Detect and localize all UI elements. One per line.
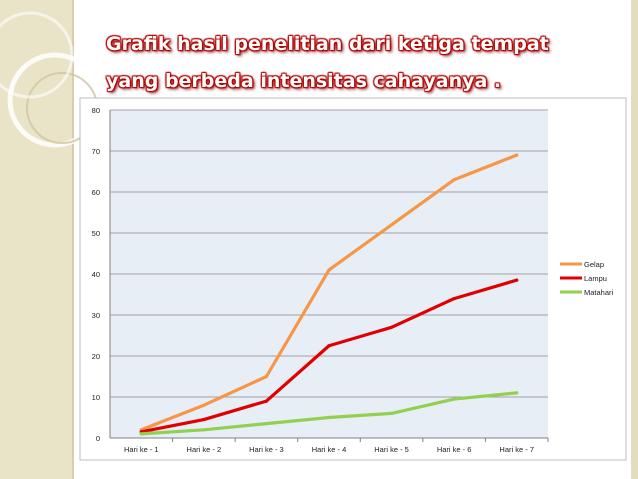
data-point-matahari-2 bbox=[202, 428, 206, 432]
data-point-matahari-6 bbox=[452, 397, 456, 401]
x-tick-label-4: Hari ke - 4 bbox=[312, 445, 347, 454]
legend-label-matahari: Matahari bbox=[584, 288, 614, 297]
band-divider bbox=[72, 0, 74, 479]
y-tick-label-50: 50 bbox=[92, 229, 100, 238]
x-tick-label-1: Hari ke - 1 bbox=[124, 445, 159, 454]
y-tick-label-80: 80 bbox=[92, 106, 100, 115]
x-tick-label-2: Hari ke - 2 bbox=[187, 445, 222, 454]
data-point-lampu-6 bbox=[452, 297, 456, 301]
y-tick-label-0: 0 bbox=[96, 434, 100, 443]
data-point-gelap-4 bbox=[327, 268, 331, 272]
data-point-matahari-1 bbox=[139, 432, 143, 436]
x-tick-label-6: Hari ke - 6 bbox=[437, 445, 472, 454]
data-point-matahari-5 bbox=[389, 411, 394, 415]
y-tick-label-30: 30 bbox=[92, 311, 100, 320]
legend-label-lampu: Lampu bbox=[584, 274, 607, 283]
data-point-matahari-3 bbox=[264, 422, 269, 426]
data-point-lampu-7 bbox=[515, 278, 519, 282]
y-tick-label-20: 20 bbox=[92, 352, 100, 361]
data-point-gelap-3 bbox=[264, 374, 269, 379]
legend-label-gelap: Gelap bbox=[584, 260, 604, 269]
x-tick-label-5: Hari ke - 5 bbox=[374, 445, 409, 454]
data-point-lampu-2 bbox=[202, 417, 206, 422]
data-point-gelap-5 bbox=[389, 223, 394, 227]
right-decorative-band bbox=[631, 0, 638, 479]
data-point-gelap-6 bbox=[452, 178, 456, 182]
data-point-gelap-7 bbox=[515, 153, 519, 157]
data-point-lampu-5 bbox=[389, 325, 394, 329]
x-tick-label-7: Hari ke - 7 bbox=[499, 445, 534, 454]
y-tick-label-40: 40 bbox=[92, 270, 100, 279]
data-point-matahari-7 bbox=[515, 391, 519, 395]
data-point-lampu-3 bbox=[264, 399, 269, 403]
slide-title: Grafik hasil penelitian dari ketiga temp… bbox=[106, 33, 549, 92]
y-tick-label-70: 70 bbox=[92, 147, 100, 156]
x-tick-label-3: Hari ke - 3 bbox=[249, 445, 284, 454]
data-point-lampu-4 bbox=[327, 344, 331, 348]
data-point-gelap-2 bbox=[202, 403, 206, 407]
y-tick-label-10: 10 bbox=[92, 393, 100, 402]
y-tick-label-60: 60 bbox=[92, 188, 100, 197]
data-point-matahari-4 bbox=[327, 415, 331, 420]
